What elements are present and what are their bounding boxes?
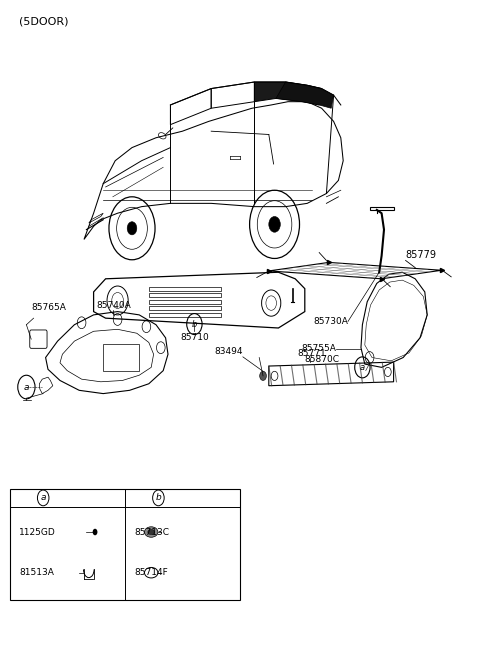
Text: 85779: 85779 xyxy=(406,251,437,260)
Text: 85771: 85771 xyxy=(298,348,326,358)
Bar xyxy=(149,287,221,291)
Ellipse shape xyxy=(148,529,155,535)
Ellipse shape xyxy=(144,527,158,537)
Polygon shape xyxy=(254,82,322,105)
Text: b: b xyxy=(156,493,161,502)
Text: 85755A: 85755A xyxy=(301,344,336,354)
Text: a: a xyxy=(24,382,29,392)
Text: 85710: 85710 xyxy=(180,333,209,342)
Text: 81513A: 81513A xyxy=(19,568,54,577)
Bar xyxy=(149,306,221,310)
Bar xyxy=(10,489,240,600)
Circle shape xyxy=(269,216,280,232)
Bar xyxy=(149,293,221,297)
Text: 1125GD: 1125GD xyxy=(19,527,56,537)
Text: b: b xyxy=(192,319,197,329)
Text: a: a xyxy=(40,493,46,502)
Text: 85714F: 85714F xyxy=(134,568,168,577)
Text: (5DOOR): (5DOOR) xyxy=(19,16,69,26)
Circle shape xyxy=(93,529,97,535)
Circle shape xyxy=(260,371,266,380)
Text: 85730A: 85730A xyxy=(313,317,348,326)
Text: 83494: 83494 xyxy=(214,346,242,356)
Text: a: a xyxy=(360,363,365,372)
Bar xyxy=(149,300,221,304)
Bar xyxy=(103,344,139,371)
Polygon shape xyxy=(276,82,334,108)
Text: 85765A: 85765A xyxy=(31,302,66,312)
Text: 85713C: 85713C xyxy=(134,527,169,537)
Circle shape xyxy=(127,222,137,235)
Text: 85870C: 85870C xyxy=(305,355,340,364)
Text: 85740A: 85740A xyxy=(96,300,131,310)
Bar xyxy=(149,313,221,317)
